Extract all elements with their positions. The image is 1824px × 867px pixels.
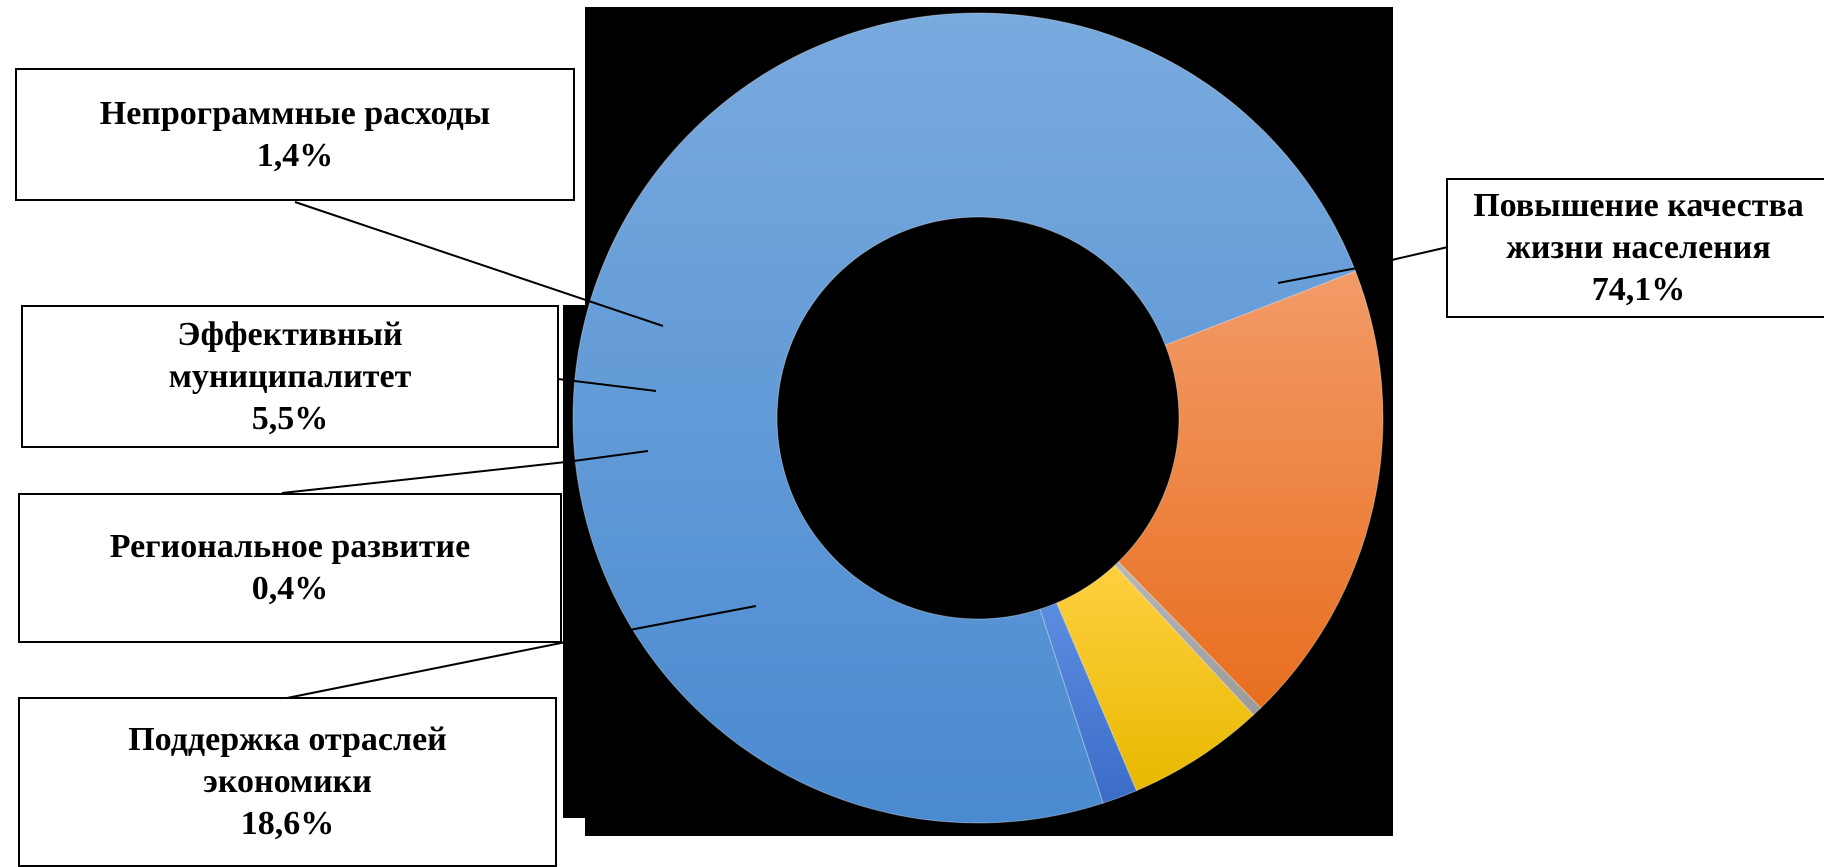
leader-line-slice-0 xyxy=(1277,246,1449,284)
label-slice-3-name-1: Эффективный xyxy=(177,315,403,353)
label-slice-0-name-1: Повышение качества xyxy=(1473,187,1804,224)
leader-line-slice-1 xyxy=(281,605,757,700)
label-slice-0: Повышение качества жизни населения 74,1% xyxy=(1446,178,1824,318)
label-slice-3: Эффективный муниципалитет 5,5% xyxy=(21,305,559,448)
leader-line-slice-3 xyxy=(557,378,657,392)
label-slice-3-name-2: муниципалитет xyxy=(168,357,412,395)
leader-line-slice-4 xyxy=(294,201,664,327)
label-slice-3-value: 5,5% xyxy=(251,399,329,437)
label-slice-2-name: Региональное развитие xyxy=(109,528,471,565)
label-slice-1-name-1: Поддержка отраслей xyxy=(128,721,447,758)
label-slice-4: Непрограммные расходы 1,4% xyxy=(15,68,575,201)
donut-slice-1 xyxy=(1117,270,1384,709)
donut-hole xyxy=(778,218,1178,618)
label-slice-1-value: 18,6% xyxy=(240,805,335,842)
donut-slice-4 xyxy=(1039,602,1138,804)
label-slice-0-value: 74,1% xyxy=(1591,271,1686,308)
label-slice-4-value: 1,4% xyxy=(256,136,334,174)
label-slice-2-value: 0,4% xyxy=(251,570,329,607)
leader-line-slice-2 xyxy=(281,450,649,494)
label-slice-1: Поддержка отраслей экономики 18,6% xyxy=(18,697,557,867)
label-slice-1-name-2: экономики xyxy=(203,763,372,800)
donut-slice-3 xyxy=(1056,564,1255,792)
label-slice-2: Региональное развитие 0,4% xyxy=(18,493,562,643)
donut-slice-0 xyxy=(572,12,1357,824)
label-slice-4-name: Непрограммные расходы xyxy=(99,94,491,132)
label-slice-0-name-2: жизни населения xyxy=(1506,229,1771,266)
